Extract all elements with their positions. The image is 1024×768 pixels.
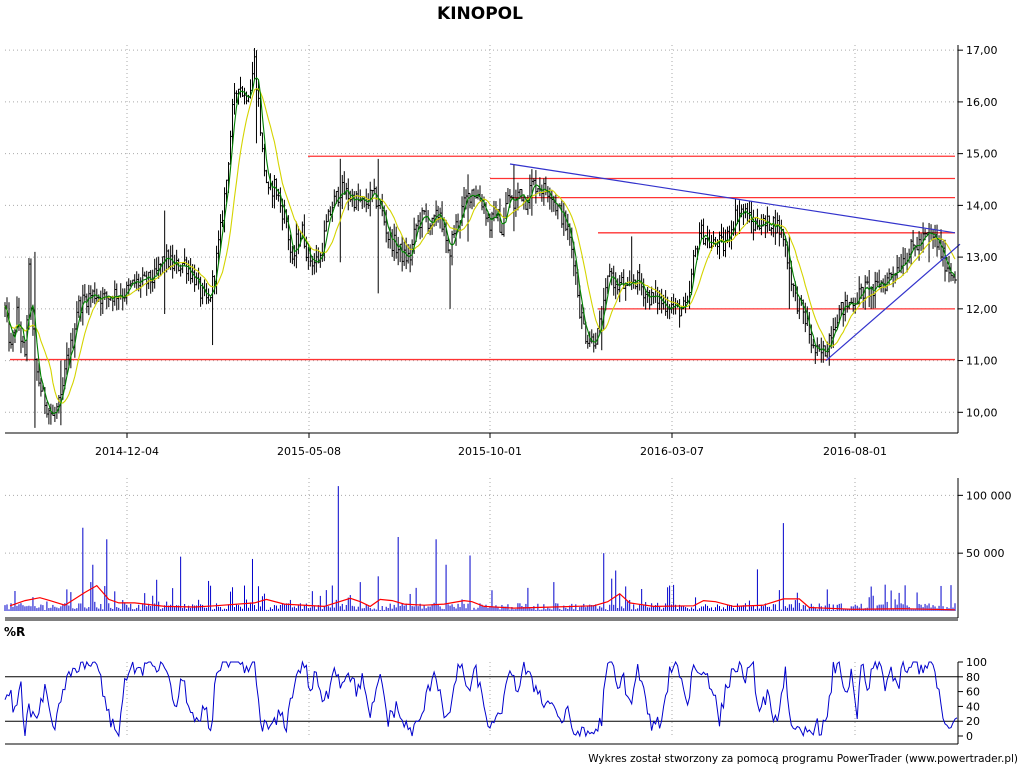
moving-average-short-line	[4, 76, 956, 415]
price-tick-label: 17,00	[966, 44, 998, 57]
trendlines	[509, 163, 961, 362]
price-axis: 10,00 11,00 12,00 13,00 14,00 15,00 16,00 17,00	[5, 44, 998, 434]
price-tick-label: 10,00	[966, 406, 998, 419]
price-tick-label: 14,00	[966, 199, 998, 212]
price-bars	[4, 48, 957, 428]
trendline	[825, 243, 961, 362]
support-resistance-lines	[10, 155, 955, 361]
price-grid	[5, 45, 958, 433]
date-axis: 2014-12-04 2015-05-08 2015-10-01 2016-03-07…	[95, 433, 887, 458]
price-tick-label: 13,00	[966, 251, 998, 264]
price-tick-label: 11,00	[966, 355, 998, 368]
williams-r-tick-label: 0	[966, 730, 973, 743]
price-tick-label: 12,00	[966, 303, 998, 316]
williams-r-line	[4, 660, 958, 738]
williams-r-tick-label: 20	[966, 715, 980, 728]
williams-r-tick-label: 60	[966, 686, 980, 699]
footer-credit: Wykres został stworzony za pomocą progra…	[588, 753, 1018, 765]
volume-average-line	[9, 584, 956, 611]
date-tick-label: 2016-03-07	[640, 445, 704, 458]
williams-r-tick-label: 80	[966, 671, 980, 684]
volume-grid	[5, 478, 958, 611]
chart-title: KINOPOL	[437, 4, 523, 24]
date-tick-label: 2015-10-01	[458, 445, 522, 458]
date-tick-label: 2014-12-04	[95, 445, 159, 458]
williams-r-tick-label: 100	[966, 656, 987, 669]
volume-tick-label: 50 000	[966, 547, 1005, 560]
price-panel: 10,00 11,00 12,00 13,00 14,00 15,00 16,00 17,00…	[4, 44, 998, 458]
price-tick-label: 16,00	[966, 96, 998, 109]
williams-r-tick-label: 40	[966, 700, 980, 713]
date-tick-label: 2016-08-01	[823, 445, 887, 458]
price-tick-label: 15,00	[966, 148, 998, 161]
volume-panel: 50 000 100 000	[4, 478, 1012, 619]
volume-bars	[4, 486, 956, 611]
williams-r-label: %R	[4, 625, 25, 639]
date-tick-label: 2015-05-08	[277, 445, 341, 458]
trendline	[509, 163, 956, 234]
volume-tick-label: 100 000	[966, 489, 1012, 502]
volume-axis: 50 000 100 000	[5, 478, 1012, 619]
moving-average-long-line	[4, 88, 956, 404]
